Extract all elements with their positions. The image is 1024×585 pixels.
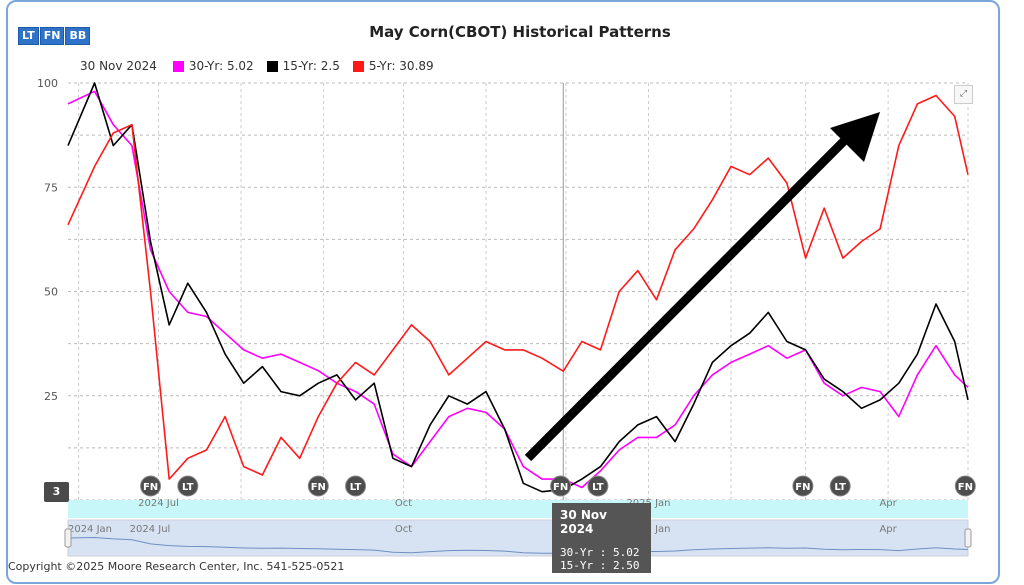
navigator-handle-left bbox=[64, 528, 72, 548]
series-line-15-yr bbox=[67, 82, 969, 493]
marker-toggle-buttons: LT FN BB bbox=[18, 27, 91, 45]
legend-label-5yr: 5-Yr: 30.89 bbox=[368, 59, 434, 73]
x-axis-band bbox=[68, 500, 968, 518]
marker-fn bbox=[954, 475, 976, 497]
navigator-tick-label: 2024 Jan bbox=[68, 524, 112, 535]
legend-swatch-15yr bbox=[266, 60, 278, 72]
trend-arrow-head bbox=[830, 112, 880, 162]
navigator-tick-label: 2024 Jul bbox=[130, 524, 171, 535]
legend-swatch-5yr bbox=[352, 60, 364, 72]
tooltip-line-5yr: 5-Yr : 30.89 bbox=[560, 572, 640, 585]
navigator-area bbox=[67, 519, 969, 557]
y-tick-label: 50 bbox=[44, 286, 58, 299]
scroll-value-label: 3 bbox=[44, 482, 69, 502]
navigator-line bbox=[67, 536, 969, 555]
marker-label: FN bbox=[143, 482, 158, 493]
legend-swatch-30yr bbox=[172, 60, 184, 72]
legend-item-30yr[interactable]: 30-Yr: 5.02 bbox=[172, 59, 254, 73]
legend-item-15yr[interactable]: 15-Yr: 2.5 bbox=[266, 59, 340, 73]
navigator-handle-right bbox=[964, 528, 972, 548]
marker-label: FN bbox=[795, 482, 810, 493]
marker-fn bbox=[307, 475, 329, 497]
x-tick-label: Apr bbox=[879, 498, 897, 509]
series-line-30-yr bbox=[67, 90, 969, 489]
marker-label: FN bbox=[553, 482, 568, 493]
legend-label-15yr: 15-Yr: 2.5 bbox=[282, 59, 340, 73]
marker-label: FN bbox=[958, 482, 973, 493]
marker-fn bbox=[140, 475, 162, 497]
marker-fn bbox=[792, 475, 814, 497]
fn-toggle-button[interactable]: FN bbox=[39, 27, 65, 45]
marker-label: FN bbox=[311, 482, 326, 493]
y-tick-label: 25 bbox=[44, 390, 58, 403]
marker-label: LT bbox=[592, 482, 604, 493]
tooltip-line-15yr: 15-Yr : 2.50 bbox=[560, 559, 640, 572]
marker-label: LT bbox=[350, 482, 362, 493]
x-tick-label: 2024 Jul bbox=[138, 498, 179, 509]
marker-lt bbox=[587, 475, 609, 497]
legend-item-5yr[interactable]: 5-Yr: 30.89 bbox=[352, 59, 434, 73]
marker-label: LT bbox=[182, 482, 194, 493]
y-tick-label: 75 bbox=[44, 181, 58, 194]
legend-label-30yr: 30-Yr: 5.02 bbox=[188, 59, 254, 73]
marker-lt bbox=[829, 475, 851, 497]
tooltip: 30 Nov 2024 30-Yr : 5.02 15-Yr : 2.50 5-… bbox=[552, 503, 651, 585]
series-line-5-yr bbox=[67, 94, 969, 480]
legend-date: 30 Nov 2024 bbox=[80, 59, 157, 73]
chart-title: May Corn(CBOT) Historical Patterns bbox=[369, 23, 671, 41]
expand-icon[interactable]: ⤢ bbox=[954, 85, 973, 104]
navigator-tick-label: Oct bbox=[395, 524, 412, 535]
marker-label: LT bbox=[834, 482, 846, 493]
lt-toggle-button[interactable]: LT bbox=[18, 27, 39, 45]
tooltip-date: 30 Nov 2024 bbox=[560, 508, 607, 536]
legend: 30 Nov 2024 30-Yr: 5.02 15-Yr: 2.5 5-Yr:… bbox=[80, 59, 447, 73]
tooltip-line-30yr: 30-Yr : 5.02 bbox=[560, 546, 640, 559]
trend-arrow-shaft bbox=[524, 136, 849, 462]
x-tick-label: Oct bbox=[395, 498, 412, 509]
bb-toggle-button[interactable]: BB bbox=[65, 27, 91, 45]
marker-lt bbox=[177, 475, 199, 497]
marker-fn bbox=[550, 475, 572, 497]
marker-lt bbox=[345, 475, 367, 497]
y-tick-label: 100 bbox=[37, 77, 58, 90]
navigator-tick-label: Apr bbox=[879, 524, 897, 535]
